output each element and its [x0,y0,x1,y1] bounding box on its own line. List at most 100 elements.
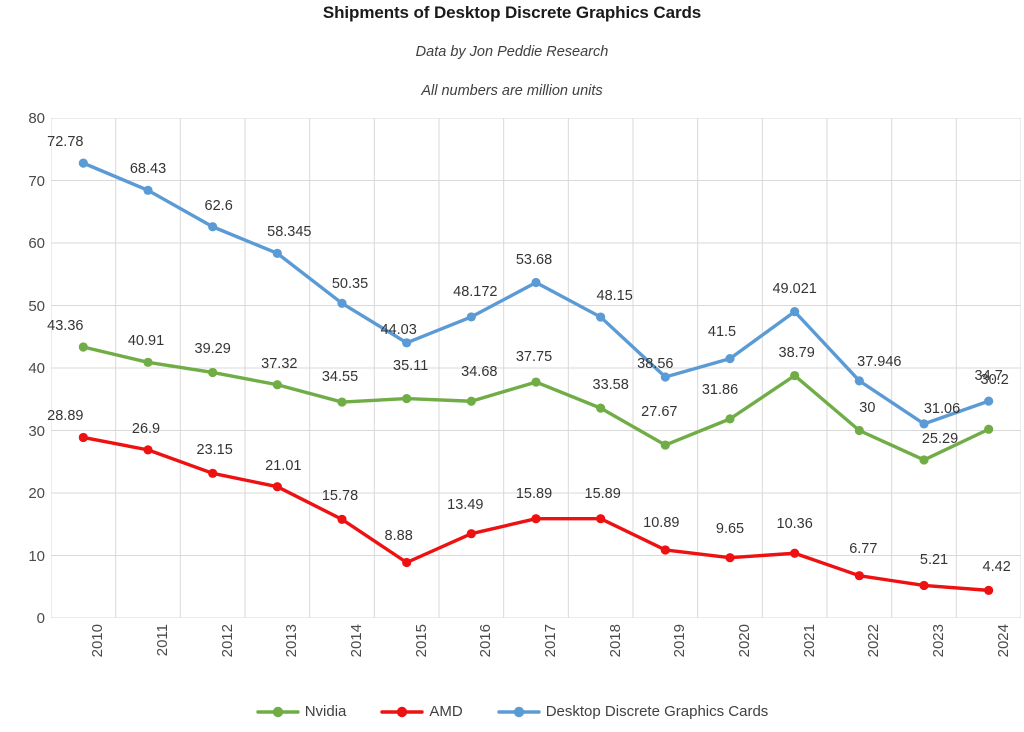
y-axis-tick: 60 [28,235,45,252]
data-label: 58.345 [267,224,312,241]
plot-svg [51,118,1021,618]
data-point-marker [78,432,88,443]
data-point-marker [854,425,864,436]
data-label: 30 [859,399,876,416]
x-axis-tick: 2010 [89,624,107,658]
plot-area: 72.78 68.43 62.6 58.345 50.35 44.03 48.172 53.6… [47,118,1021,618]
data-label: 34.7 [974,368,1003,385]
data-label: 4.42 [982,559,1011,576]
legend-item-amd[interactable]: AMD [380,703,463,720]
data-label: 37.75 [515,349,553,366]
legend-item-nvidia[interactable]: Nvidia [255,703,346,720]
x-axis-tick: 2015 [412,624,430,658]
data-label: 40.91 [127,333,165,350]
data-point-marker [790,307,800,317]
data-label: 15.78 [321,488,359,505]
data-label: 34.68 [461,364,498,381]
y-axis-tick: 10 [28,547,45,565]
x-axis-tick: 2021 [800,624,818,658]
x-axis-tick: 2012 [218,624,236,658]
data-point-marker [660,440,670,450]
data-label: 27.67 [641,404,678,421]
data-point-marker [790,548,800,558]
data-label: 6.77 [849,540,878,557]
data-point-marker [725,354,735,364]
data-label: 13.49 [447,496,484,513]
y-axis-tick-labels: 0 10 20 30 40 50 60 70 80 [0,111,45,626]
data-label: 39.29 [194,341,231,358]
data-label: 35.11 [393,357,429,374]
data-label: 5.21 [919,552,949,569]
x-axis-tick: 2023 [930,624,947,658]
data-point-marker [596,403,606,413]
y-axis-tick: 20 [28,485,45,502]
data-point-marker [919,455,929,465]
data-label: 15.89 [515,485,553,502]
data-point-marker [143,185,153,195]
x-axis-tick: 2020 [736,624,753,658]
data-label: 31.06 [923,400,961,417]
data-label: 50.35 [331,276,369,293]
data-point-marker [208,468,218,478]
data-label: 21.01 [265,457,302,474]
data-point-marker [725,414,735,424]
data-label: 10.89 [643,514,680,531]
data-label: 33.58 [592,377,629,394]
chart-subtitle-units: All numbers are million units [421,83,603,99]
data-label: 62.6 [204,197,233,214]
data-point-marker [790,370,800,381]
data-label: 28.89 [47,408,84,425]
x-axis-tick: 2024 [994,624,1012,658]
data-point-marker [208,367,218,378]
legend-marker-icon [380,706,425,717]
data-label: 9.65 [715,520,745,537]
x-axis-tick-labels: 2010 2011 2012 2013 2014 2015 2016 2017 2018 2019… [51,622,1021,694]
data-point-marker [984,396,994,406]
data-point-marker [78,342,88,352]
x-axis-tick: 2017 [542,624,559,658]
data-point-marker [466,396,476,406]
data-label: 37.32 [261,355,298,372]
y-axis-tick: 0 [36,610,45,627]
data-label: 38.56 [637,356,674,372]
data-point-marker [337,298,347,308]
y-axis-tick: 80 [28,110,45,127]
data-point-marker [402,338,412,348]
data-point-marker [143,445,153,455]
data-point-marker [143,357,153,367]
x-axis-tick: 2011 [154,624,171,657]
data-label: 53.68 [515,251,553,268]
data-label: 10.36 [776,516,813,533]
data-point-marker [208,222,218,232]
x-axis-tick: 2016 [477,624,495,658]
data-label: 15.89 [584,485,621,502]
data-point-marker [402,393,412,404]
data-point-marker [337,514,347,524]
data-point-marker [919,580,929,591]
data-point-marker [725,553,735,563]
data-label: 23.15 [196,442,233,459]
data-point-marker [596,312,606,322]
legend-item-desktop-discrete-graphics-cards[interactable]: Desktop Discrete Graphics Cards [497,703,768,720]
legend-marker-icon [255,706,300,717]
legend-label: AMD [429,703,463,720]
data-label: 48.172 [453,283,498,300]
chart-subtitle-source: Data by Jon Peddie Research [415,44,609,60]
data-point-marker [919,419,929,429]
data-label: 30.2 [980,372,1009,389]
data-point-marker [272,380,282,390]
data-point-marker [272,482,282,492]
x-axis-tick: 2018 [606,624,624,658]
data-point-marker [337,397,347,407]
data-label: 72.78 [47,134,84,151]
x-axis-tick: 2022 [865,624,883,658]
data-point-marker [854,571,864,581]
data-point-marker [984,585,994,595]
data-point-marker [660,372,670,382]
data-point-marker [466,529,476,539]
data-label: 25.29 [921,430,959,447]
x-axis-tick: 2013 [283,624,301,658]
data-point-marker [402,557,412,568]
data-point-marker [466,312,476,322]
data-point-marker [854,376,864,386]
